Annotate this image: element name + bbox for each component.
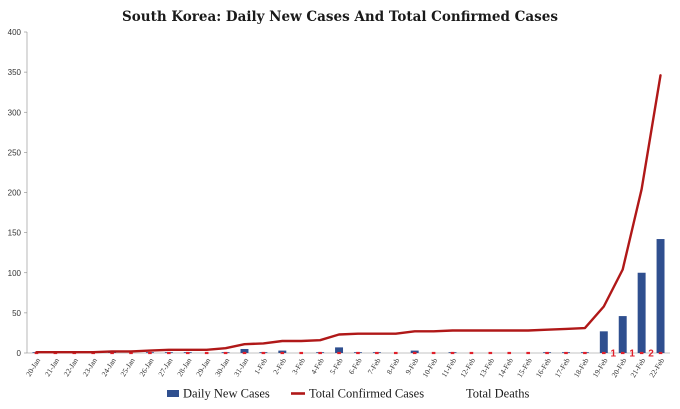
total-deaths-marker xyxy=(280,351,285,355)
total-deaths-marker xyxy=(393,351,398,355)
total-confirmed-cases-line xyxy=(35,74,662,354)
total-deaths-marker xyxy=(185,351,190,355)
daily-new-cases-bar xyxy=(618,316,627,353)
legend-label-total-confirmed-cases: Total Confirmed Cases xyxy=(309,387,424,401)
chart-title: South Korea: Daily New Cases And Total C… xyxy=(122,9,558,25)
x-tick-label: 26-Jan xyxy=(137,356,155,378)
total-deaths-marker xyxy=(658,351,663,355)
x-tick-label: 25-Jan xyxy=(118,356,136,378)
x-tick-label: 18-Feb xyxy=(572,356,591,379)
daily-new-cases-bar xyxy=(335,347,344,353)
death-count-labels: 1 1 2 xyxy=(610,349,654,360)
x-tick-label: 21-Jan xyxy=(43,356,61,378)
x-tick-label: 15-Feb xyxy=(515,356,534,379)
total-deaths-marker xyxy=(148,351,152,355)
x-tick-label: 21-Feb xyxy=(628,356,647,379)
total-deaths-marker xyxy=(375,351,379,355)
total-deaths-marker xyxy=(337,351,341,355)
death-count-label: 2 xyxy=(648,349,654,360)
x-tick-label: 17-Feb xyxy=(553,356,572,379)
x-axis: 20-Jan 21-Jan 22-Jan 23-Jan 24-Jan 25-Jan 26-J… xyxy=(24,356,666,379)
x-tick-label: 11-Feb xyxy=(439,356,458,379)
x-tick-label: 1-Feb xyxy=(252,356,269,376)
x-tick-label: 19-Feb xyxy=(591,356,610,379)
x-tick-label: 13-Feb xyxy=(477,356,496,379)
y-tick-label: 50 xyxy=(12,309,21,318)
death-count-label: 1 xyxy=(629,349,635,360)
x-tick-label: 29-Jan xyxy=(194,356,212,378)
total-deaths-marker xyxy=(564,351,568,355)
x-tick-label: 10-Feb xyxy=(420,356,439,379)
y-tick-label: 200 xyxy=(8,189,22,198)
x-tick-label: 23-Jan xyxy=(81,356,99,378)
total-deaths-marker xyxy=(488,351,493,355)
total-deaths-marker xyxy=(242,351,247,355)
x-tick-label: 7-Feb xyxy=(366,356,383,376)
daily-new-cases-bar xyxy=(599,331,608,353)
total-deaths-marker xyxy=(431,351,436,355)
legend-label-daily-new-cases: Daily New Cases xyxy=(183,387,270,401)
total-deaths-marker xyxy=(602,351,606,355)
x-tick-label: 20-Feb xyxy=(610,356,629,379)
total-deaths-marker xyxy=(412,351,417,355)
total-deaths-marker xyxy=(110,351,114,355)
total-deaths-marker xyxy=(299,351,304,355)
x-tick-label: 5-Feb xyxy=(328,356,345,376)
x-tick-label: 12-Feb xyxy=(458,356,477,379)
total-deaths-marker xyxy=(545,351,549,355)
x-tick-label: 14-Feb xyxy=(496,356,515,379)
x-tick-label: 27-Jan xyxy=(156,356,174,378)
total-deaths-marker xyxy=(450,351,455,355)
total-deaths-marker xyxy=(583,351,587,355)
total-deaths-marker xyxy=(639,351,644,355)
y-tick-label: 250 xyxy=(8,148,22,157)
y-axis: 0 50 100 150 200 250 300 350 400 xyxy=(8,28,27,358)
x-tick-label: 4-Feb xyxy=(309,356,326,376)
total-deaths-marker xyxy=(318,351,322,355)
y-tick-label: 300 xyxy=(8,108,22,117)
total-deaths-marker xyxy=(469,351,474,355)
daily-new-cases-bar xyxy=(656,239,665,353)
daily-new-cases-bar xyxy=(637,272,646,353)
total-deaths-marker xyxy=(223,351,228,355)
y-tick-label: 150 xyxy=(8,229,22,238)
total-deaths-marker xyxy=(507,351,512,355)
total-deaths-marker xyxy=(261,351,266,355)
total-deaths-marker xyxy=(204,351,209,355)
total-deaths-marker xyxy=(356,351,360,355)
x-tick-label: 2-Feb xyxy=(271,356,288,376)
daily-new-cases-bar xyxy=(410,350,419,353)
x-tick-label: 8-Feb xyxy=(385,356,402,376)
legend-swatch-daily-new-cases xyxy=(167,390,179,397)
legend: Daily New Cases Total Confirmed Cases To… xyxy=(167,387,529,401)
y-tick-label: 0 xyxy=(17,349,22,358)
daily-new-cases-series xyxy=(32,239,665,353)
x-tick-label: 30-Jan xyxy=(213,356,231,378)
legend-label-total-deaths: Total Deaths xyxy=(466,387,529,401)
y-tick-label: 350 xyxy=(8,68,22,77)
total-deaths-marker xyxy=(129,351,133,355)
daily-new-cases-bar xyxy=(240,348,249,353)
y-tick-label: 100 xyxy=(8,269,22,278)
total-deaths-marker xyxy=(526,351,530,355)
x-tick-label: 28-Jan xyxy=(175,356,193,378)
x-tick-label: 24-Jan xyxy=(100,356,118,378)
total-deaths-marker xyxy=(167,351,171,355)
daily-new-cases-bar xyxy=(278,350,287,353)
x-tick-label: 20-Jan xyxy=(24,356,42,378)
x-tick-label: 22-Jan xyxy=(62,356,80,378)
x-tick-label: 3-Feb xyxy=(290,356,307,376)
death-count-label: 1 xyxy=(610,349,616,360)
x-tick-label: 9-Feb xyxy=(403,356,420,376)
x-tick-label: 6-Feb xyxy=(347,356,364,376)
total-deaths-marker xyxy=(620,351,625,355)
x-tick-label: 16-Feb xyxy=(534,356,553,379)
y-tick-label: 400 xyxy=(8,28,22,37)
x-tick-label: 31-Jan xyxy=(232,356,250,378)
x-tick-label: 22-Feb xyxy=(647,356,666,379)
